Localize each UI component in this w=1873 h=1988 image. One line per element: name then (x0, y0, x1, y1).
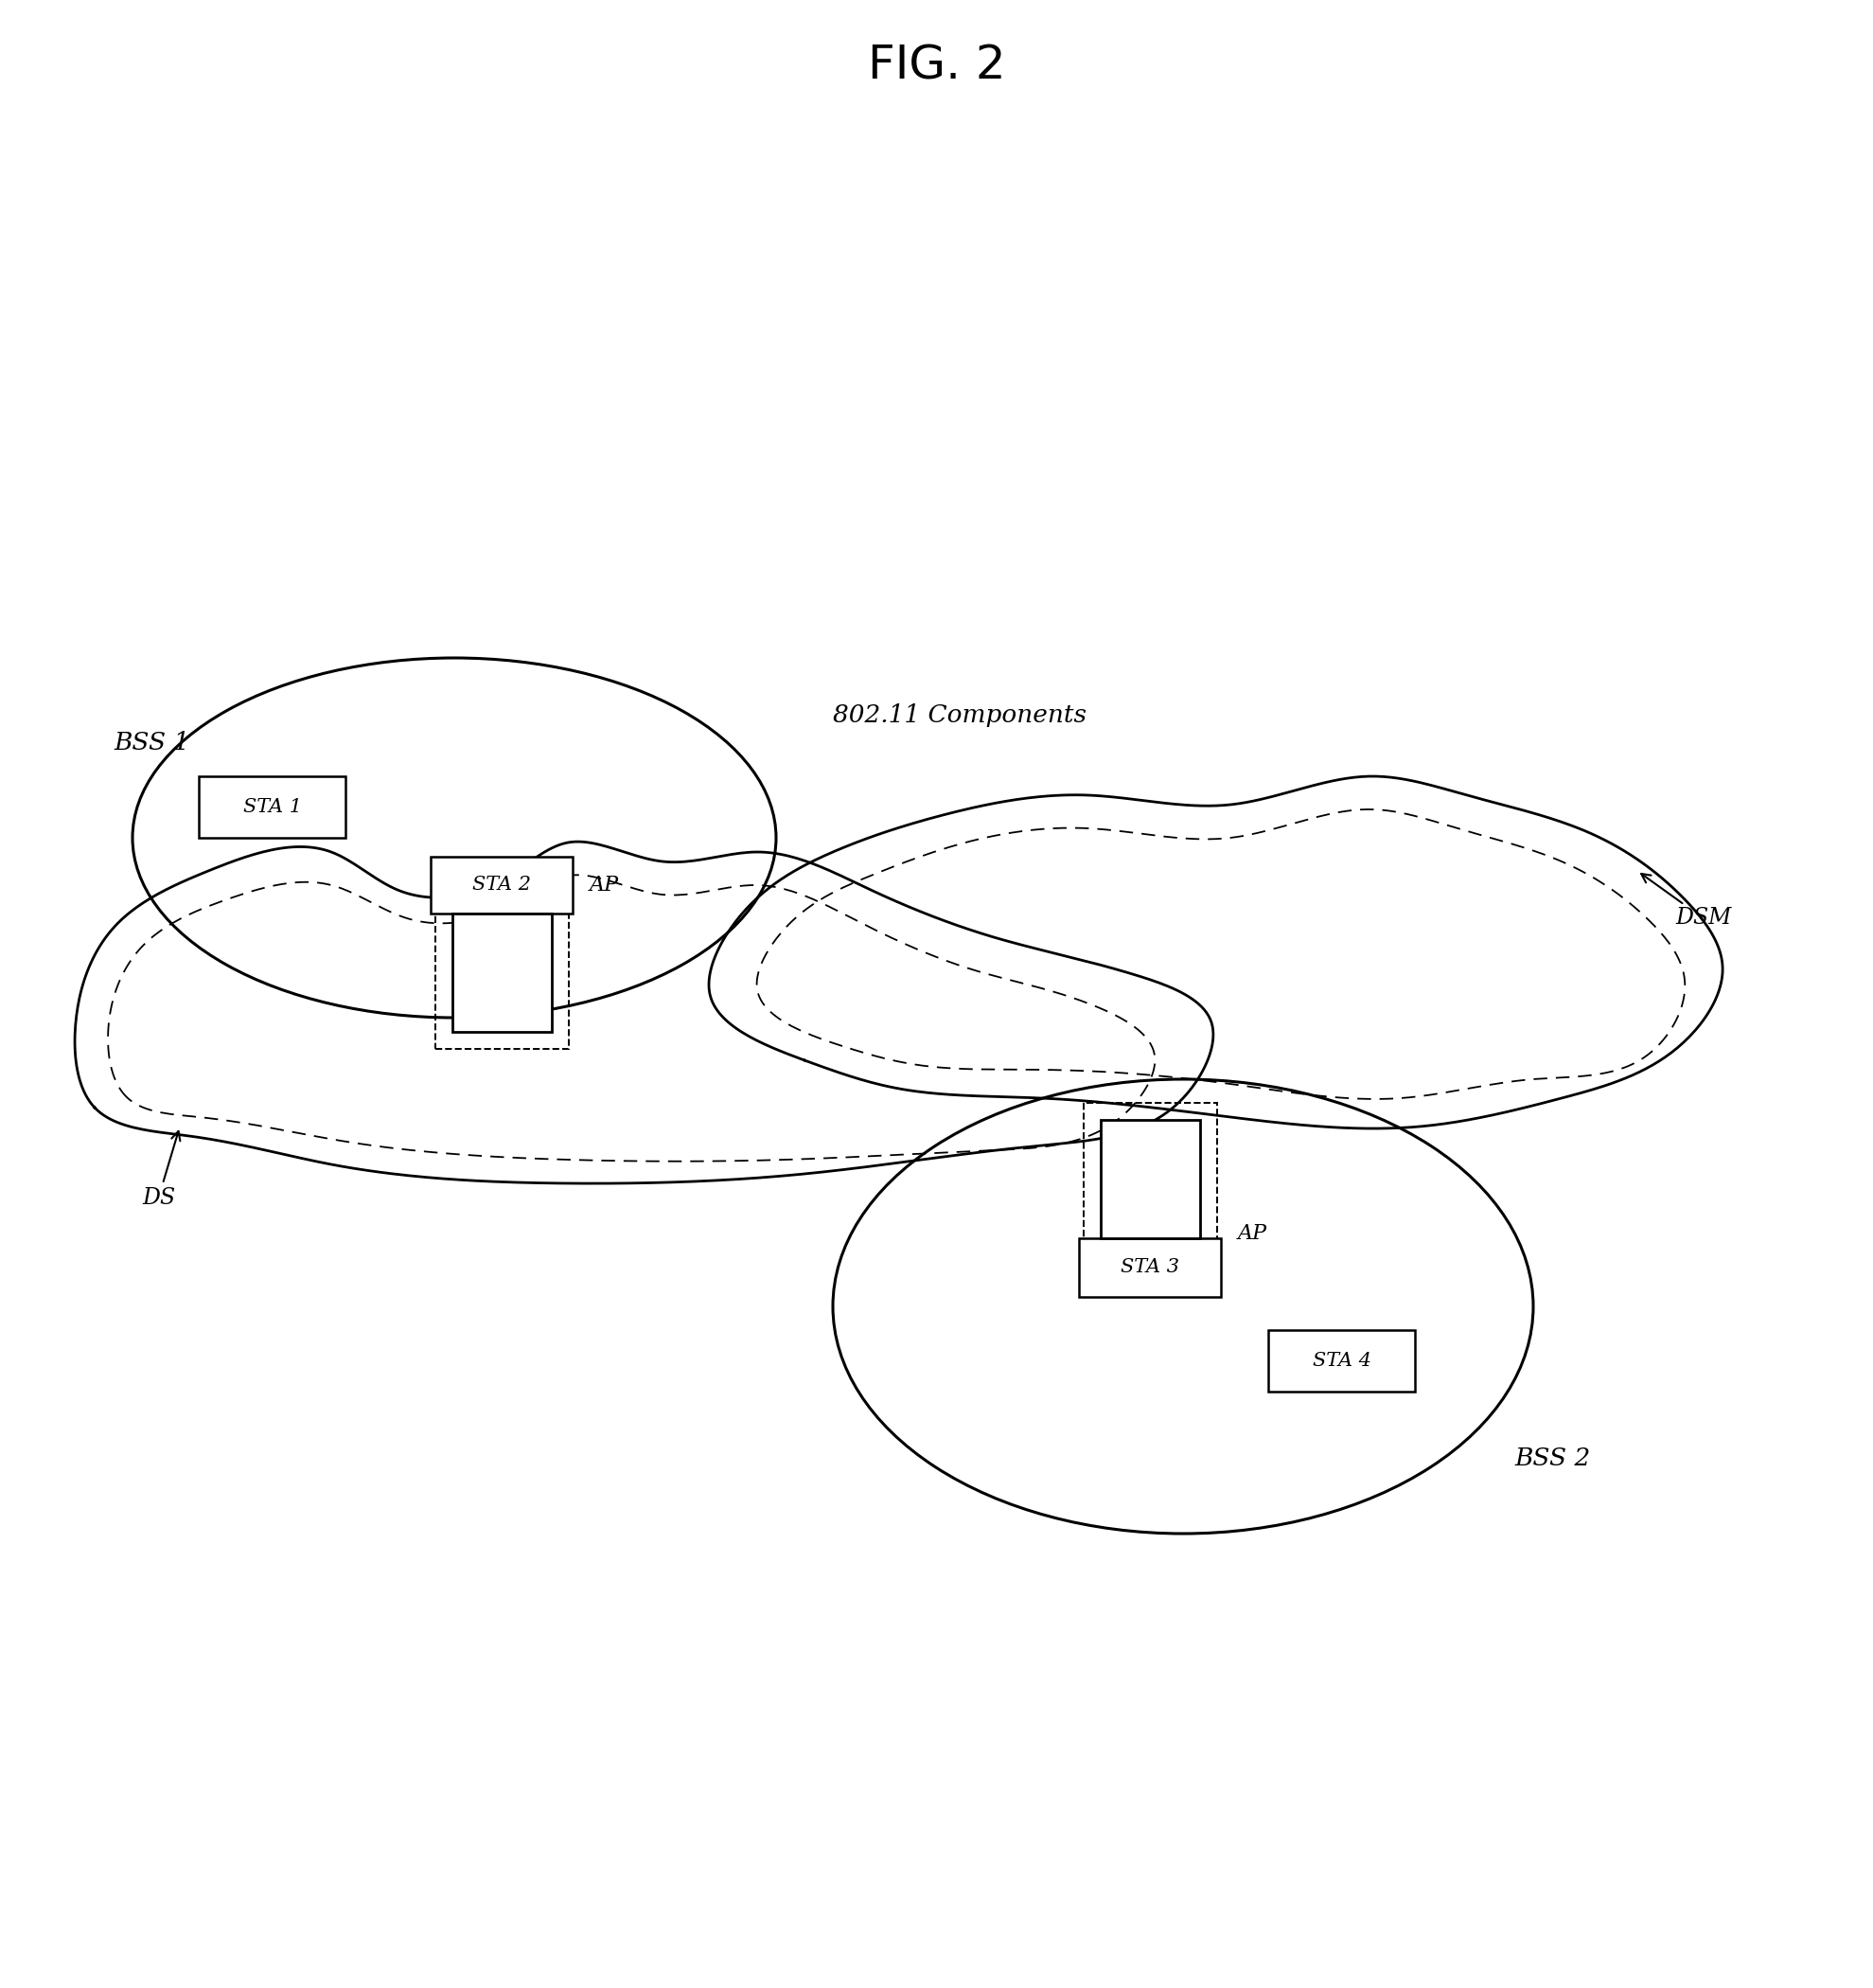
Text: DS: DS (142, 1131, 180, 1209)
Text: BSS 2: BSS 2 (1513, 1445, 1590, 1469)
Text: STA 1: STA 1 (243, 797, 302, 815)
Text: AP: AP (590, 875, 620, 895)
FancyBboxPatch shape (1099, 1119, 1199, 1239)
Text: STA 2: STA 2 (472, 877, 530, 895)
Text: 802.11 Components: 802.11 Components (833, 704, 1086, 726)
FancyBboxPatch shape (199, 775, 345, 837)
Text: AP: AP (1238, 1223, 1268, 1244)
FancyBboxPatch shape (1079, 1239, 1221, 1296)
Text: BSS 1: BSS 1 (114, 732, 189, 755)
FancyBboxPatch shape (431, 857, 573, 914)
FancyBboxPatch shape (1268, 1330, 1414, 1392)
Text: FIG. 2: FIG. 2 (867, 44, 1006, 89)
Text: STA 3: STA 3 (1120, 1258, 1180, 1276)
FancyBboxPatch shape (451, 914, 551, 1032)
Text: DSM: DSM (1641, 875, 1731, 928)
Text: STA 4: STA 4 (1313, 1352, 1371, 1370)
